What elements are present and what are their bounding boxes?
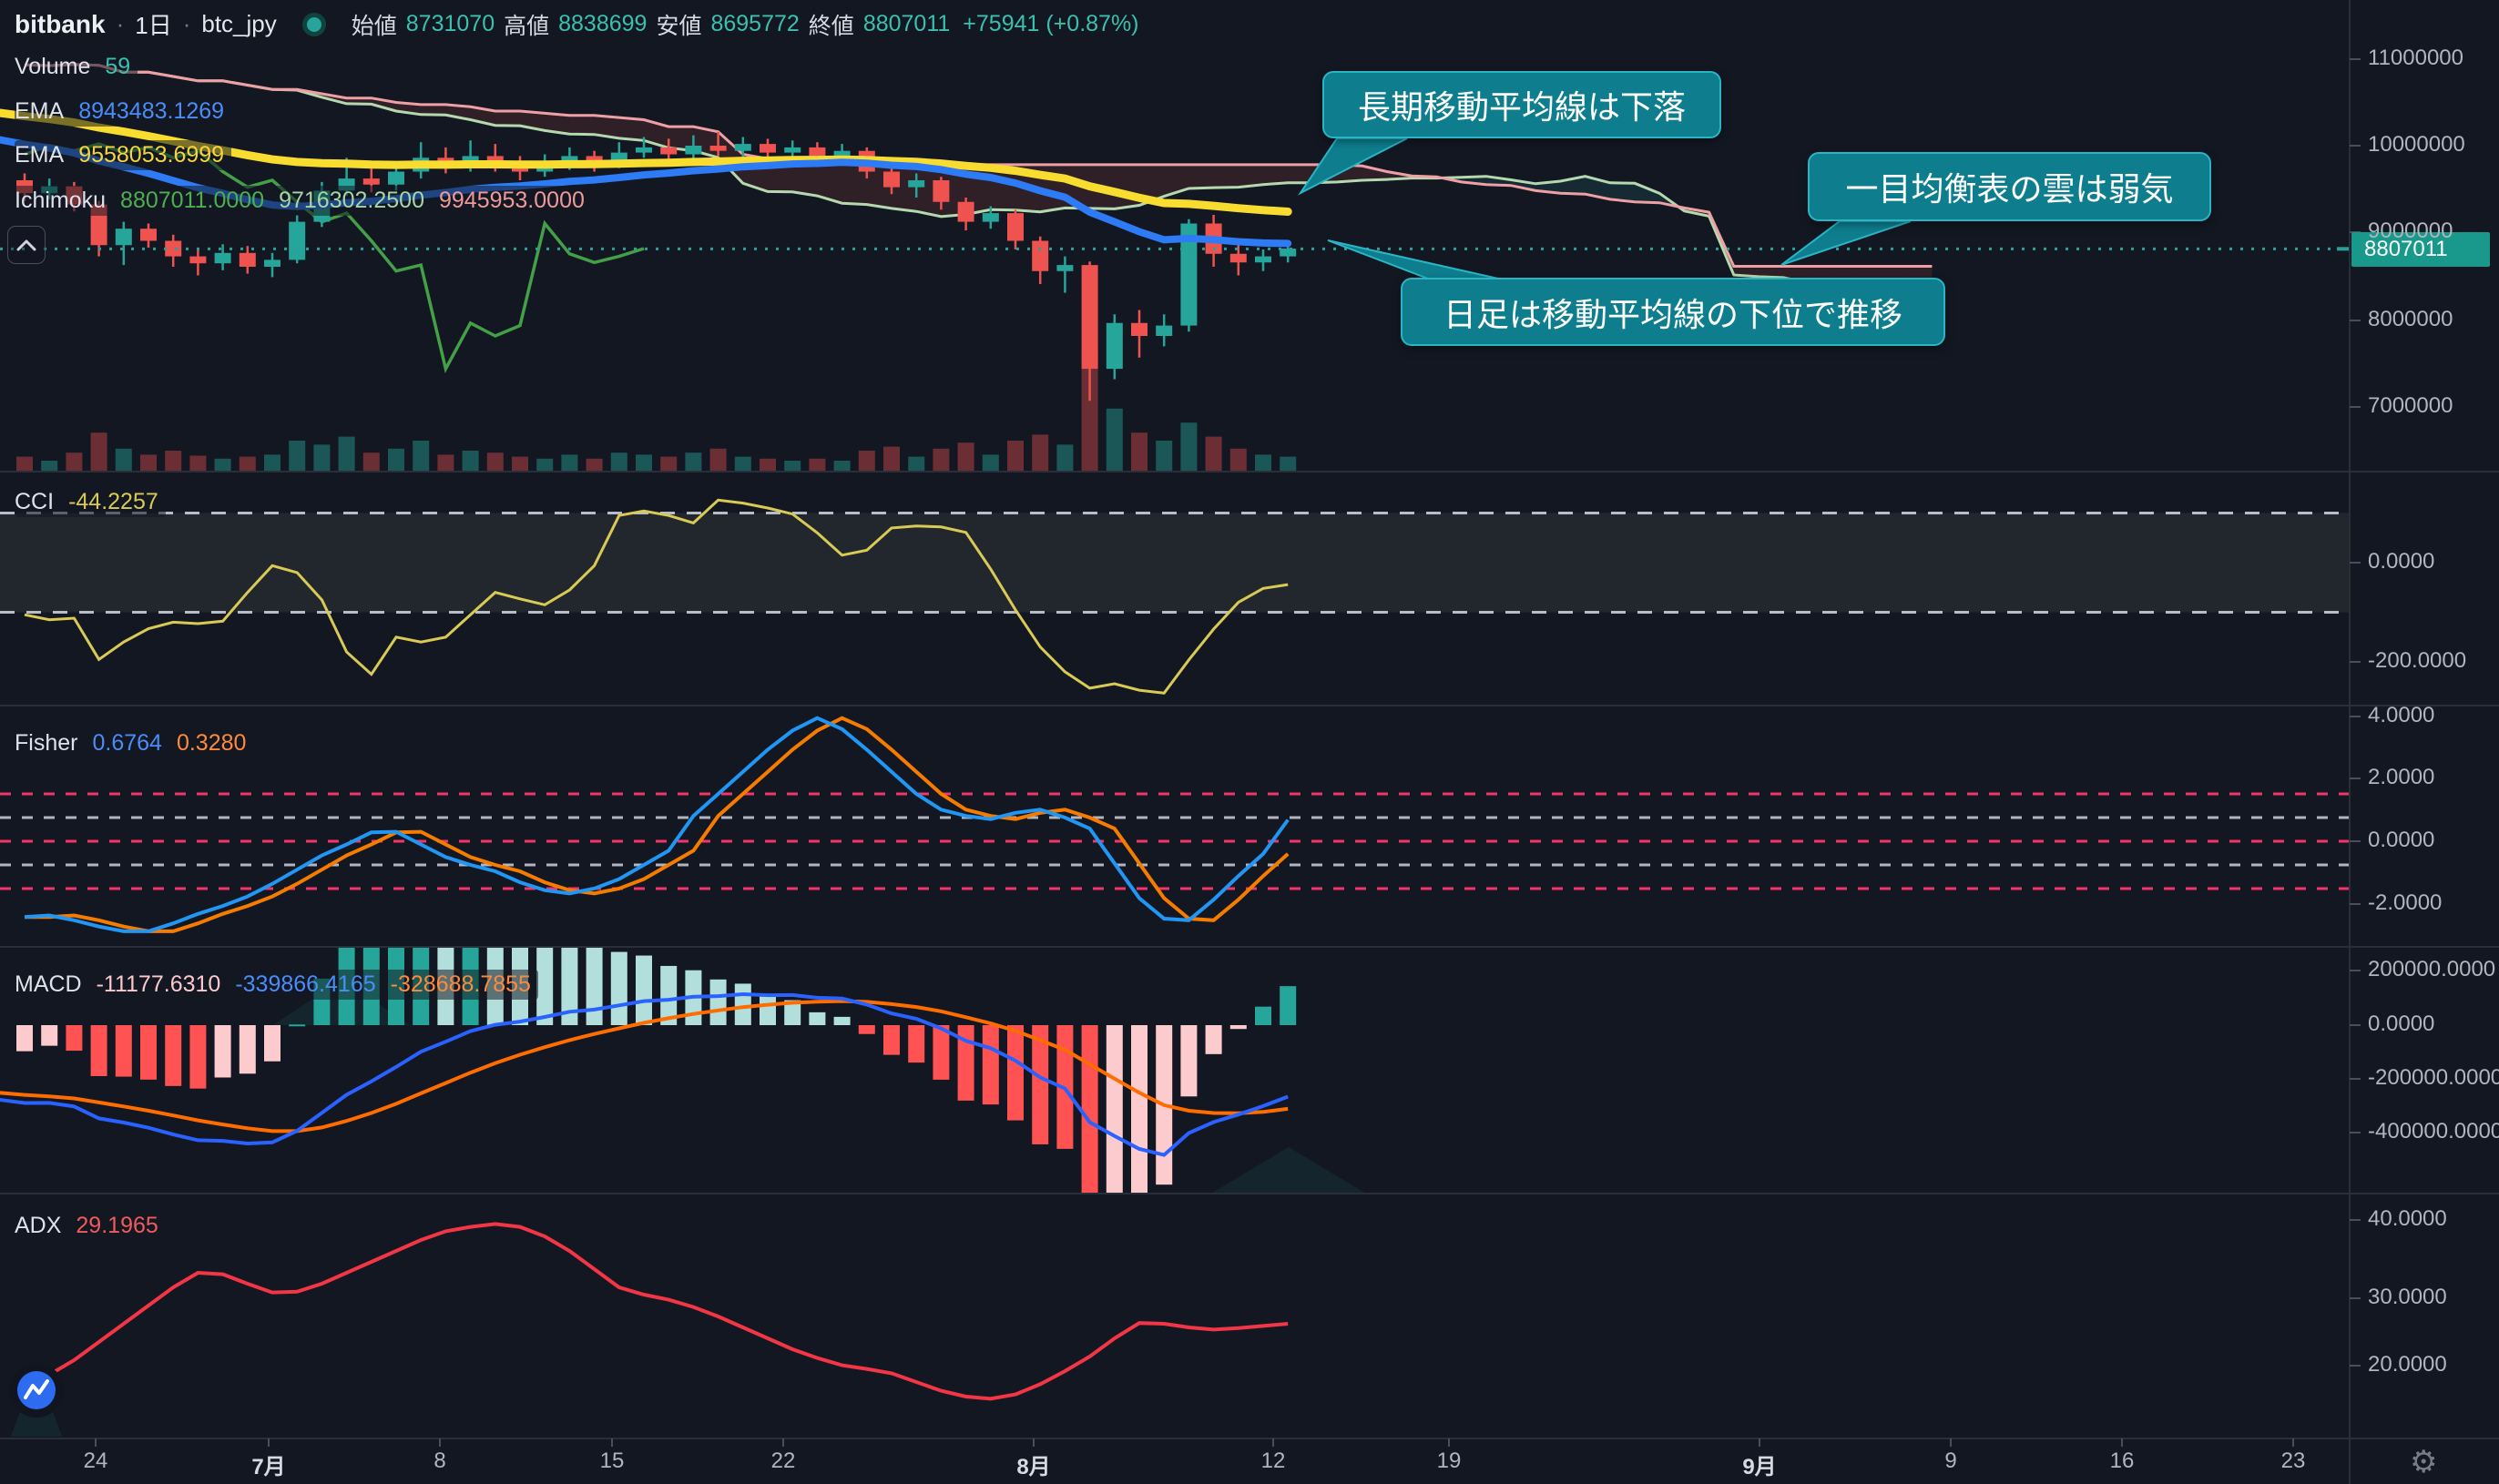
adx-axis-label: 40.0000 bbox=[2368, 1206, 2447, 1231]
legend-cci[interactable]: CCI -44.2257 bbox=[15, 487, 166, 517]
volume-label: Volume bbox=[15, 54, 91, 79]
time-axis-label[interactable]: 23 bbox=[2280, 1448, 2306, 1473]
adx-axis-label: 30.0000 bbox=[2368, 1285, 2447, 1309]
time-axis-label[interactable]: 15 bbox=[599, 1448, 625, 1473]
macd-axis-label: -200000.0000 bbox=[2368, 1065, 2499, 1090]
time-axis-label[interactable]: 8月 bbox=[1016, 1455, 1051, 1479]
close-value: 8807011 bbox=[862, 11, 951, 36]
legend-ichimoku[interactable]: Ichimoku 8807011.0000 9716302.2500 99459… bbox=[15, 186, 592, 216]
interval-button[interactable]: 1日 bbox=[135, 12, 172, 39]
adx-label: ADX bbox=[15, 1213, 62, 1238]
annotation-callout-ma-falling[interactable]: 長期移動平均線は下落 bbox=[1322, 71, 1721, 138]
macd-axis-label: 0.0000 bbox=[2368, 1011, 2435, 1036]
legend-macd[interactable]: MACD -11177.6310 -339866.4165 -328688.78… bbox=[15, 970, 538, 1000]
high-value: 8838699 bbox=[558, 11, 648, 36]
low-label: 安値 bbox=[656, 13, 702, 39]
fisher-axis-label: 0.0000 bbox=[2368, 828, 2435, 852]
fisher-label: Fisher bbox=[15, 730, 78, 756]
symbol-button[interactable]: bitbank bbox=[15, 9, 106, 38]
time-axis-label[interactable]: 24 bbox=[83, 1448, 108, 1473]
chevron-up-icon bbox=[16, 239, 36, 251]
ohlc-readout: 始値 8731070 高値 8838699 安値 8695772 終値 8807011 … bbox=[352, 8, 1139, 41]
ichimoku-senkou-b-value: 9945953.0000 bbox=[438, 188, 585, 213]
macd-hist-value: -11177.6310 bbox=[96, 971, 221, 997]
low-value: 8695772 bbox=[710, 11, 800, 36]
cci-label: CCI bbox=[15, 489, 55, 514]
open-value: 8731070 bbox=[405, 11, 495, 36]
high-label: 高値 bbox=[504, 13, 550, 39]
pair-label[interactable]: btc_jpy bbox=[201, 10, 277, 37]
adx-axis-label: 20.0000 bbox=[2368, 1352, 2447, 1377]
open-label: 始値 bbox=[351, 13, 397, 39]
fisher-axis-label: 2.0000 bbox=[2368, 765, 2435, 789]
ema-slow-label: EMA bbox=[15, 142, 65, 168]
market-status-icon bbox=[301, 12, 326, 36]
volume-value: 59 bbox=[105, 54, 131, 79]
ichimoku-label: Ichimoku bbox=[15, 188, 107, 213]
ema-fast-label: EMA bbox=[15, 98, 65, 124]
price-axis-label: 7000000 bbox=[2368, 393, 2453, 418]
macd-line-value: -339866.4165 bbox=[235, 971, 376, 997]
time-axis-label[interactable]: 8 bbox=[434, 1448, 446, 1473]
ichimoku-chikou-value: 8807011.0000 bbox=[120, 188, 265, 213]
ema-slow-value: 9558053.6999 bbox=[78, 142, 225, 168]
chart-header: bitbank · 1日 · btc_jpy 始値 8731070 高値 88386… bbox=[15, 7, 1139, 41]
macd-axis-label: -400000.0000 bbox=[2368, 1119, 2499, 1143]
cci-axis-label: -200.0000 bbox=[2368, 648, 2467, 673]
annotation-callout-cloud-bearish[interactable]: 一目均衡表の雲は弱気 bbox=[1808, 152, 2211, 221]
collapse-pane-button[interactable] bbox=[7, 226, 46, 264]
legend-ema-slow[interactable]: EMA 9558053.6999 bbox=[15, 140, 232, 170]
legend-volume[interactable]: Volume 59 bbox=[15, 52, 138, 82]
header-separator: · bbox=[116, 10, 125, 37]
legend-fisher[interactable]: Fisher 0.6764 0.3280 bbox=[15, 728, 254, 758]
price-axis-label: 8000000 bbox=[2368, 307, 2453, 331]
fisher-trigger-value: 0.3280 bbox=[176, 730, 247, 756]
ema-fast-value: 8943483.1269 bbox=[78, 98, 225, 124]
header-separator: · bbox=[182, 10, 191, 37]
time-axis-label[interactable]: 19 bbox=[1436, 1448, 1462, 1473]
annotation-callout-below-ma[interactable]: 日足は移動平均線の下位で推移 bbox=[1401, 278, 1945, 346]
fisher-value: 0.6764 bbox=[92, 730, 162, 756]
time-axis-label[interactable]: 16 bbox=[2109, 1448, 2135, 1473]
macd-axis-label: 200000.0000 bbox=[2368, 957, 2496, 981]
close-label: 終値 bbox=[808, 13, 854, 39]
timezone-settings-icon[interactable]: ⚙ bbox=[2410, 1445, 2438, 1479]
adx-value: 29.1965 bbox=[76, 1213, 158, 1238]
legend-adx[interactable]: ADX 29.1965 bbox=[15, 1211, 166, 1241]
time-axis-label[interactable]: 22 bbox=[770, 1448, 796, 1473]
change-value: +75941 (+0.87%) bbox=[963, 11, 1139, 36]
time-axis-label[interactable]: 9月 bbox=[1742, 1455, 1777, 1479]
fisher-axis-label: 4.0000 bbox=[2368, 703, 2435, 727]
price-axis-label: 11000000 bbox=[2368, 46, 2463, 70]
fisher-axis-label: -2.0000 bbox=[2368, 890, 2443, 915]
ichimoku-senkou-a-value: 9716302.2500 bbox=[279, 188, 424, 213]
time-axis-label[interactable]: 7月 bbox=[251, 1455, 286, 1479]
cci-axis-label: 0.0000 bbox=[2368, 549, 2435, 574]
time-axis-label[interactable]: 12 bbox=[1260, 1448, 1286, 1473]
current-price-tag: 8807011 bbox=[2351, 232, 2490, 267]
bitbank-logo bbox=[9, 1363, 64, 1418]
cci-value: -44.2257 bbox=[68, 489, 158, 514]
macd-signal-value: -328688.7855 bbox=[390, 971, 531, 997]
price-axis-label: 10000000 bbox=[2368, 132, 2465, 157]
time-axis-label[interactable]: 9 bbox=[1944, 1448, 1957, 1473]
price-axis-label: 9000000 bbox=[2368, 219, 2453, 243]
legend-ema-fast[interactable]: EMA 8943483.1269 bbox=[15, 97, 232, 127]
macd-label: MACD bbox=[15, 971, 82, 997]
